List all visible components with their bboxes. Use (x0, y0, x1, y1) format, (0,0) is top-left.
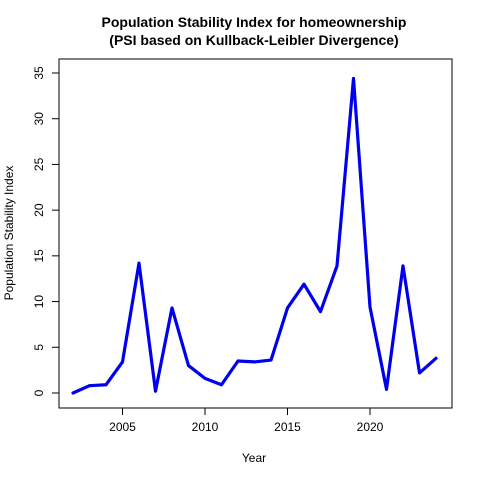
x-tick-label: 2020 (357, 420, 384, 434)
data-point (253, 360, 256, 364)
series-layer (71, 76, 438, 395)
data-point (335, 264, 339, 268)
x-tick-label: 2005 (109, 420, 136, 434)
data-point (203, 376, 207, 380)
data-point (434, 356, 438, 360)
y-tick-label: 20 (32, 203, 46, 217)
y-tick-label: 30 (32, 112, 46, 126)
data-point (220, 383, 223, 387)
data-point (286, 306, 289, 310)
data-point (368, 305, 372, 309)
y-tick-label: 10 (32, 295, 46, 309)
y-tick-label: 0 (32, 389, 46, 396)
y-axis: 0 5 10 15 20 25 30 35 (32, 66, 60, 396)
x-axis: 2005 2010 2015 2020 (109, 407, 384, 434)
x-axis-label: Year (242, 451, 266, 465)
data-point (137, 261, 141, 265)
data-point (236, 359, 240, 363)
data-point (385, 387, 388, 391)
x-tick-label: 2015 (274, 420, 301, 434)
data-point (121, 360, 124, 364)
data-point (104, 383, 108, 387)
data-point (269, 358, 273, 362)
data-point (170, 306, 174, 310)
y-tick-label: 25 (32, 157, 46, 171)
data-point (401, 264, 405, 268)
data-point (154, 389, 157, 393)
data-point (302, 282, 306, 286)
data-point (418, 371, 421, 375)
data-point (319, 310, 322, 314)
y-axis-label: Population Stability Index (2, 166, 16, 301)
chart-subtitle: (PSI based on Kullback-Leibler Divergenc… (109, 32, 398, 48)
y-tick-label: 5 (32, 344, 46, 351)
data-point (187, 364, 190, 367)
y-tick-label: 15 (32, 249, 46, 263)
y-tick-label: 35 (32, 66, 46, 80)
data-point (352, 77, 355, 80)
chart-title: Population Stability Index for homeowner… (102, 14, 407, 30)
data-point (88, 384, 91, 388)
data-point (71, 391, 75, 395)
x-tick-label: 2010 (192, 420, 219, 434)
